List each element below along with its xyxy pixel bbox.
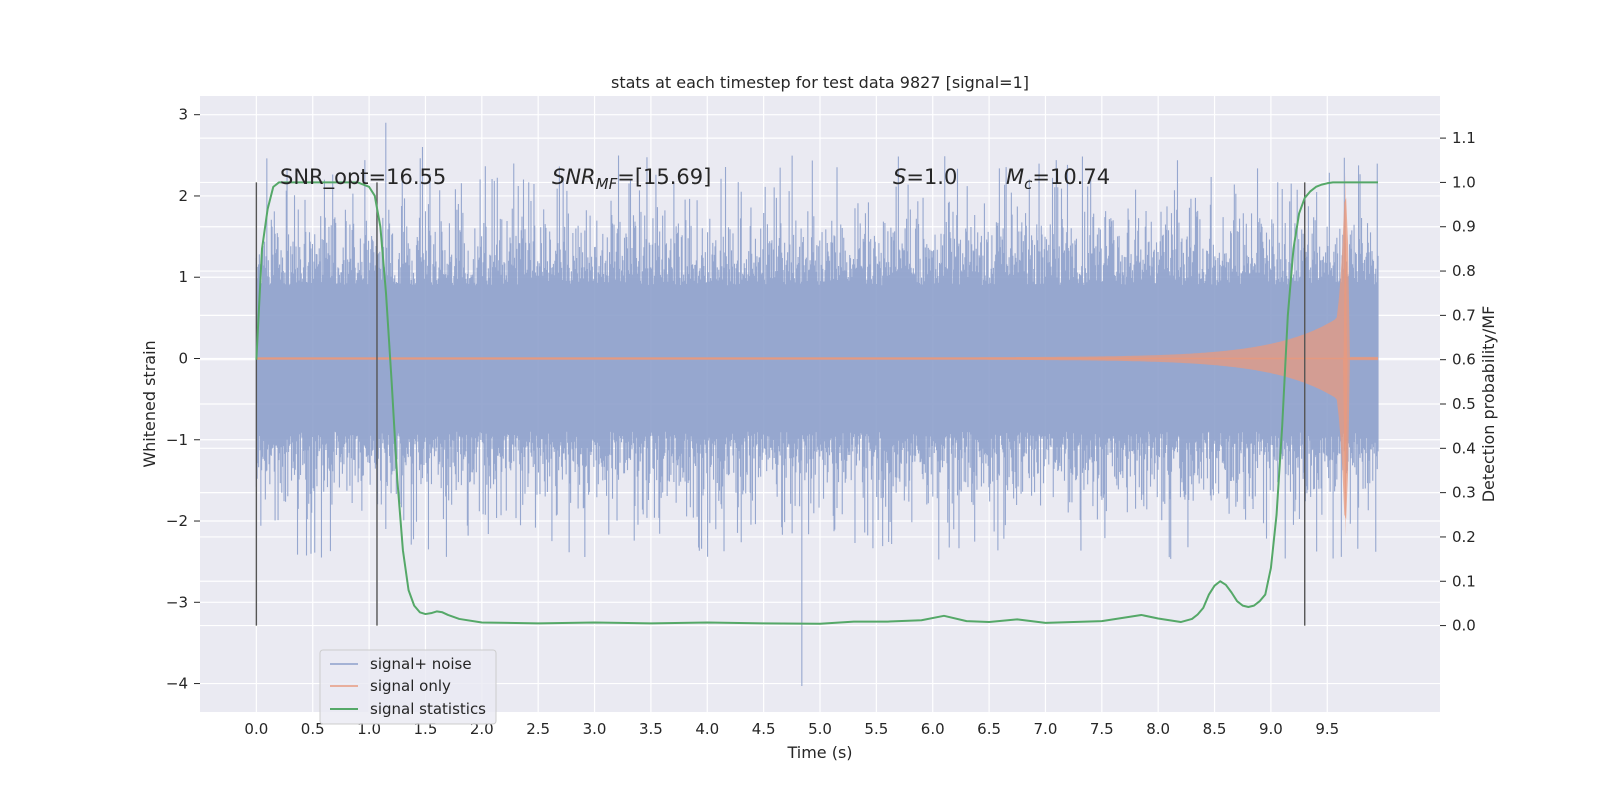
y-tick-label: −3: [166, 593, 188, 611]
x-tick-label: 0.0: [244, 720, 268, 738]
snr-mf-main: SNR: [552, 165, 596, 189]
y2-tick-label: 1.1: [1452, 129, 1476, 147]
y-tick-label: 3: [178, 106, 188, 124]
signal-trough: [1343, 358, 1348, 538]
x-axis-label: Time (s): [786, 743, 852, 762]
y2-tick-label: 0.8: [1452, 262, 1476, 280]
statistics-line: [255, 181, 1378, 625]
signal-peak: [1343, 171, 1347, 359]
y2-tick-label: 0.7: [1452, 306, 1476, 324]
y2-tick-label: 0.9: [1452, 218, 1476, 236]
mc-value: =10.74: [1032, 165, 1110, 189]
x-tick-label: 5.0: [808, 720, 832, 738]
s-main: S: [893, 165, 906, 189]
x-tick-label: 3.5: [639, 720, 663, 738]
x-tick-label: 8.0: [1146, 720, 1170, 738]
series-signal-statistics: [255, 181, 1378, 625]
vertical-markers: [255, 182, 1306, 626]
y2-tick-label: 0.2: [1452, 528, 1476, 546]
x-tick-label: 2.5: [526, 720, 550, 738]
y-tick-label: 0: [178, 349, 188, 367]
x-tick-label: 6.5: [977, 720, 1001, 738]
x-tick-label: 4.5: [752, 720, 776, 738]
y-tick-label: 2: [178, 187, 188, 205]
series-signal-only: [256, 171, 1378, 538]
legend-box: [319, 649, 497, 725]
y-tick-label: −2: [166, 512, 188, 530]
mc-sub: c: [1024, 175, 1033, 193]
x-tick-label: 9.0: [1259, 720, 1283, 738]
chart-title: stats at each timestep for test data 982…: [611, 73, 1029, 92]
x-tick-label: 9.5: [1315, 720, 1339, 738]
y-axis-ticks: 3 2 1 0 −1 −2 −3 −4: [166, 106, 200, 693]
legend: signal+ noise signal only signal statist…: [319, 649, 497, 725]
snr-mf-sub: MF: [596, 175, 618, 193]
annotation-s: S=1.0: [893, 165, 957, 189]
x-tick-label: 7.0: [1034, 720, 1058, 738]
y2-tick-label: 0.1: [1452, 572, 1476, 590]
y2-tick-label: 0.0: [1452, 617, 1476, 635]
y-tick-label: −4: [166, 675, 188, 693]
mc-main: M: [1006, 165, 1024, 189]
x-tick-label: 8.5: [1203, 720, 1227, 738]
x-tick-label: 4.0: [695, 720, 719, 738]
snr-mf-value: =[15.69]: [617, 165, 711, 189]
annotation-snr-opt: SNR_opt=16.55: [280, 165, 446, 190]
y2-tick-label: 0.4: [1452, 439, 1476, 457]
x-tick-label: 5.5: [864, 720, 888, 738]
x-axis-ticks: 0.0 0.5 1.0 1.5 2.0 2.5 3.0 3.5 4.0 4.5 5.0 5.5 6.0 6…: [244, 720, 1339, 738]
y2-axis-ticks: 1.1 1.0 0.9 0.8 0.7 0.6 0.5 0.4 0.3 0.2 0.1 0.0: [1440, 129, 1476, 635]
legend-label-statistics: signal statistics: [370, 700, 486, 718]
x-tick-label: 6.0: [921, 720, 945, 738]
y2-axis-label: Detection probability/MF: [1479, 306, 1498, 503]
annotations: SNR_opt=16.55 SNRMF=[15.69] S=1.0 Mc=10.…: [280, 165, 1110, 193]
y-tick-label: −1: [166, 431, 188, 449]
s-value: =1.0: [906, 165, 957, 189]
x-tick-label: 7.5: [1090, 720, 1114, 738]
y2-tick-label: 1.0: [1452, 173, 1476, 191]
x-tick-label: 3.0: [583, 720, 607, 738]
x-tick-label: 0.5: [301, 720, 325, 738]
y2-tick-label: 0.6: [1452, 351, 1476, 369]
y2-tick-label: 0.3: [1452, 484, 1476, 502]
legend-label-signal: signal only: [370, 677, 451, 695]
annotation-snr-mf: SNRMF=[15.69]: [552, 165, 711, 193]
y-tick-label: 1: [178, 268, 188, 286]
annotation-mc: Mc=10.74: [1006, 165, 1110, 193]
y2-tick-label: 0.5: [1452, 395, 1476, 413]
y-axis-label: Whitened strain: [140, 340, 159, 467]
legend-label-noise: signal+ noise: [370, 655, 472, 673]
